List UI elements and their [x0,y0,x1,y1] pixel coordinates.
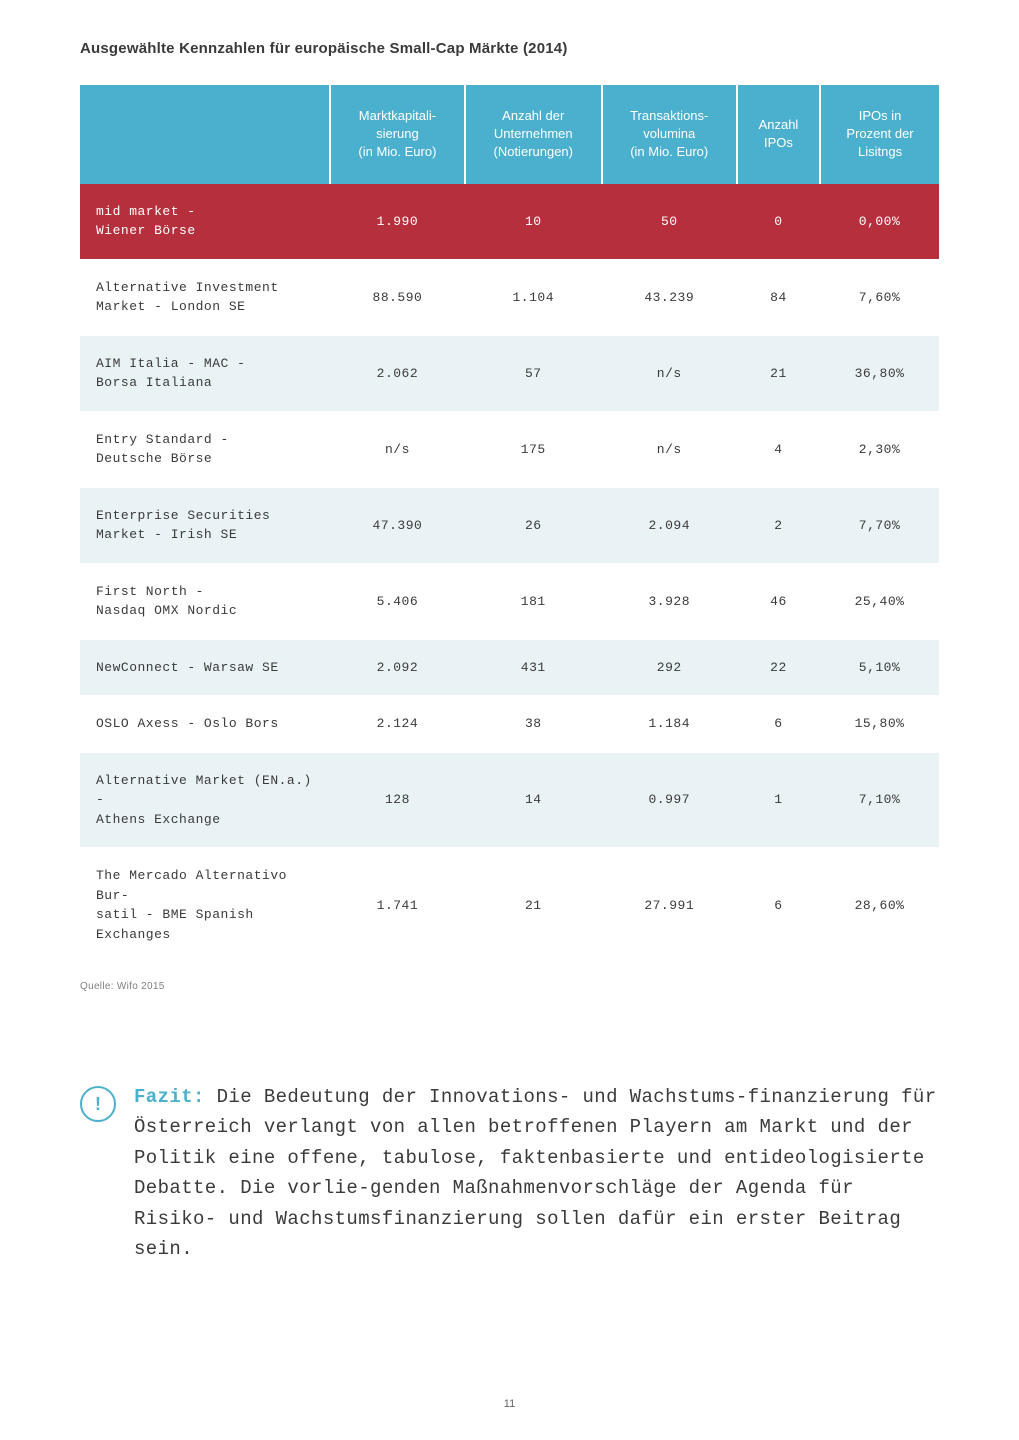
table-cell: 47.390 [330,487,465,563]
table-cell: 2.092 [330,639,465,696]
conclusion-body: Die Bedeutung der Innovations- und Wachs… [134,1086,937,1260]
table-cell: Entry Standard -Deutsche Börse [80,411,330,487]
table-cell: 22 [737,639,820,696]
table-cell: 6 [737,848,820,963]
table-cell: First North -Nasdaq OMX Nordic [80,563,330,639]
col-header: IPOs inProzent derLisitngs [820,85,939,184]
table-cell: 5.406 [330,563,465,639]
table-cell: 5,10% [820,639,939,696]
table-cell: 57 [465,335,602,411]
table-cell: 4 [737,411,820,487]
table-cell: NewConnect - Warsaw SE [80,639,330,696]
table-cell: 1.990 [330,184,465,260]
table-cell: 88.590 [330,259,465,335]
table-cell: Alternative Market (EN.a.) -Athens Excha… [80,752,330,848]
table-cell: 21 [737,335,820,411]
table-cell: 2,30% [820,411,939,487]
table-cell: 2.094 [602,487,737,563]
table-cell: 27.991 [602,848,737,963]
table-cell: 7,70% [820,487,939,563]
col-header: AnzahlIPOs [737,85,820,184]
table-cell: Enterprise SecuritiesMarket - Irish SE [80,487,330,563]
table-row: Entry Standard -Deutsche Börsen/s175n/s4… [80,411,939,487]
table-cell: OSLO Axess - Oslo Bors [80,696,330,753]
col-header: Marktkapitali-sierung(in Mio. Euro) [330,85,465,184]
table-cell: 50 [602,184,737,260]
table-cell: 25,40% [820,563,939,639]
table-cell: 7,60% [820,259,939,335]
table-cell: 10 [465,184,602,260]
table-cell: Alternative InvestmentMarket - London SE [80,259,330,335]
table-cell: AIM Italia - MAC -Borsa Italiana [80,335,330,411]
table-cell: 46 [737,563,820,639]
table-cell: 43.239 [602,259,737,335]
table-row: The Mercado Alternativo Bur-satil - BME … [80,848,939,963]
table-row: AIM Italia - MAC -Borsa Italiana2.06257n… [80,335,939,411]
col-header: Anzahl derUnternehmen(Notierungen) [465,85,602,184]
col-header: Transaktions-volumina(in Mio. Euro) [602,85,737,184]
table-cell: 15,80% [820,696,939,753]
conclusion-block: ! Fazit: Die Bedeutung der Innovations- … [80,1082,939,1264]
table-row: Alternative InvestmentMarket - London SE… [80,259,939,335]
table-cell: 181 [465,563,602,639]
table-row: Enterprise SecuritiesMarket - Irish SE47… [80,487,939,563]
table-cell: 175 [465,411,602,487]
table-cell: 6 [737,696,820,753]
table-cell: 38 [465,696,602,753]
table-row: Alternative Market (EN.a.) -Athens Excha… [80,752,939,848]
table-cell: 21 [465,848,602,963]
table-cell: mid market -Wiener Börse [80,184,330,260]
col-header [80,85,330,184]
table-row: OSLO Axess - Oslo Bors2.124381.184615,80… [80,696,939,753]
table-cell: n/s [330,411,465,487]
table-row: NewConnect - Warsaw SE2.092431292225,10% [80,639,939,696]
table-cell: 36,80% [820,335,939,411]
table-cell: 0 [737,184,820,260]
page-number: 11 [0,1398,1019,1410]
table-cell: 28,60% [820,848,939,963]
table-cell: 128 [330,752,465,848]
table-header-row: Marktkapitali-sierung(in Mio. Euro) Anza… [80,85,939,184]
page-title: Ausgewählte Kennzahlen für europäische S… [80,40,939,57]
table-cell: 1.741 [330,848,465,963]
data-table: Marktkapitali-sierung(in Mio. Euro) Anza… [80,85,939,963]
table-cell: 1.184 [602,696,737,753]
table-cell: 1 [737,752,820,848]
exclamation-icon: ! [80,1086,116,1122]
table-cell: 84 [737,259,820,335]
table-cell: 0.997 [602,752,737,848]
table-cell: n/s [602,335,737,411]
table-cell: 1.104 [465,259,602,335]
table-cell: 3.928 [602,563,737,639]
table-row: First North -Nasdaq OMX Nordic5.4061813.… [80,563,939,639]
table-row: mid market -Wiener Börse1.990105000,00% [80,184,939,260]
table-cell: 2.062 [330,335,465,411]
table-cell: 7,10% [820,752,939,848]
table-cell: 431 [465,639,602,696]
conclusion-text: Fazit: Die Bedeutung der Innovations- un… [134,1082,939,1264]
table-cell: 292 [602,639,737,696]
table-cell: 26 [465,487,602,563]
table-cell: 14 [465,752,602,848]
source-citation: Quelle: Wifo 2015 [80,981,939,992]
table-cell: 2.124 [330,696,465,753]
table-cell: The Mercado Alternativo Bur-satil - BME … [80,848,330,963]
table-cell: n/s [602,411,737,487]
table-cell: 0,00% [820,184,939,260]
conclusion-label: Fazit: [134,1086,205,1108]
table-cell: 2 [737,487,820,563]
